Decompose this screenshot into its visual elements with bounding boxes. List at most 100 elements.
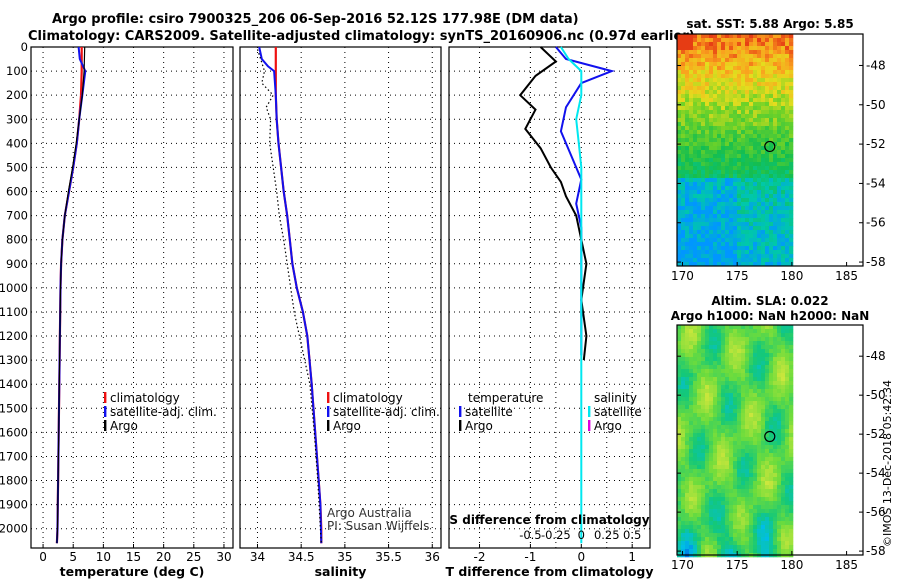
map-cell — [761, 102, 766, 107]
map-cell — [741, 130, 746, 135]
map-cell — [677, 118, 682, 123]
map-cell — [765, 521, 770, 526]
map-cell — [709, 549, 714, 554]
map-cell — [781, 501, 786, 506]
map-cell — [769, 421, 774, 426]
map-cell — [773, 118, 778, 123]
map-cell — [781, 425, 786, 430]
map-cell — [781, 397, 786, 402]
map-cell — [757, 50, 762, 55]
map-cell — [777, 146, 782, 151]
legend-label: climatology — [110, 391, 180, 405]
map-cell — [685, 222, 690, 227]
map-cell — [701, 425, 706, 430]
map-cell — [685, 405, 690, 410]
map-cell — [705, 353, 710, 358]
map-cell — [761, 126, 766, 131]
map-cell — [785, 449, 790, 454]
map-cell — [757, 198, 762, 203]
map-cell — [745, 254, 750, 259]
map-cell — [717, 517, 722, 522]
map-y-tick-label: -56 — [866, 505, 886, 519]
map-cell — [773, 186, 778, 191]
map-cell — [769, 102, 774, 107]
map-cell — [721, 469, 726, 474]
map-cell — [709, 489, 714, 494]
map-cell — [761, 158, 766, 163]
map-cell — [749, 146, 754, 151]
map-cell — [785, 509, 790, 514]
map-cell — [789, 389, 794, 394]
map-cell — [737, 70, 742, 75]
map-cell — [773, 170, 778, 175]
map-cell — [781, 42, 786, 47]
map-cell — [717, 337, 722, 342]
map-cell — [709, 525, 714, 530]
map-cell — [733, 214, 738, 219]
map-cell — [777, 70, 782, 75]
map-cell — [777, 353, 782, 358]
map-cell — [789, 254, 794, 259]
map-cell — [781, 457, 786, 462]
map-cell — [765, 361, 770, 366]
series-line-satellite-adj--clim- — [258, 46, 323, 544]
map-cell — [765, 138, 770, 143]
map-cell — [713, 345, 718, 350]
map-cell — [757, 62, 762, 67]
map-cell — [685, 110, 690, 115]
map-cell — [741, 218, 746, 223]
map-cell — [753, 485, 758, 490]
map-cell — [709, 210, 714, 215]
map-cell — [685, 194, 690, 199]
map-cell — [729, 42, 734, 47]
map-cell — [773, 449, 778, 454]
map-cell — [689, 501, 694, 506]
map-cell — [729, 218, 734, 223]
map-cell — [789, 489, 794, 494]
map-cell — [729, 142, 734, 147]
map-cell — [693, 178, 698, 183]
map-cell — [713, 238, 718, 243]
map-cell — [785, 517, 790, 522]
map-cell — [729, 469, 734, 474]
map-cell — [769, 457, 774, 462]
map-cell — [785, 333, 790, 338]
map-cell — [729, 401, 734, 406]
map-cell — [749, 433, 754, 438]
map-cell — [757, 429, 762, 434]
map-cell — [689, 393, 694, 398]
map-cell — [753, 449, 758, 454]
map-cell — [701, 150, 706, 155]
map-cell — [729, 457, 734, 462]
map-cell — [689, 489, 694, 494]
map-cell — [689, 497, 694, 502]
map-cell — [777, 58, 782, 63]
map-cell — [697, 333, 702, 338]
map-cell — [713, 86, 718, 91]
map-cell — [677, 82, 682, 87]
map-cell — [725, 42, 730, 47]
map-cell — [677, 134, 682, 139]
map-cell — [781, 361, 786, 366]
map-cell — [745, 513, 750, 518]
map-cell — [693, 202, 698, 207]
map-cell — [705, 517, 710, 522]
map-cell — [721, 142, 726, 147]
map-cell — [677, 218, 682, 223]
map-cell — [681, 182, 686, 187]
map-cell — [717, 98, 722, 103]
map-cell — [785, 138, 790, 143]
y-tick-label: 1000 — [0, 281, 28, 295]
map-cell — [685, 509, 690, 514]
map-cell — [757, 373, 762, 378]
map-cell — [737, 122, 742, 127]
map-cell — [781, 170, 786, 175]
map-cell — [773, 78, 778, 83]
map-cell — [705, 453, 710, 458]
map-cell — [745, 170, 750, 175]
map-cell — [765, 250, 770, 255]
map-cell — [729, 429, 734, 434]
map-cell — [753, 146, 758, 151]
map-cell — [709, 465, 714, 470]
map-cell — [677, 54, 682, 59]
